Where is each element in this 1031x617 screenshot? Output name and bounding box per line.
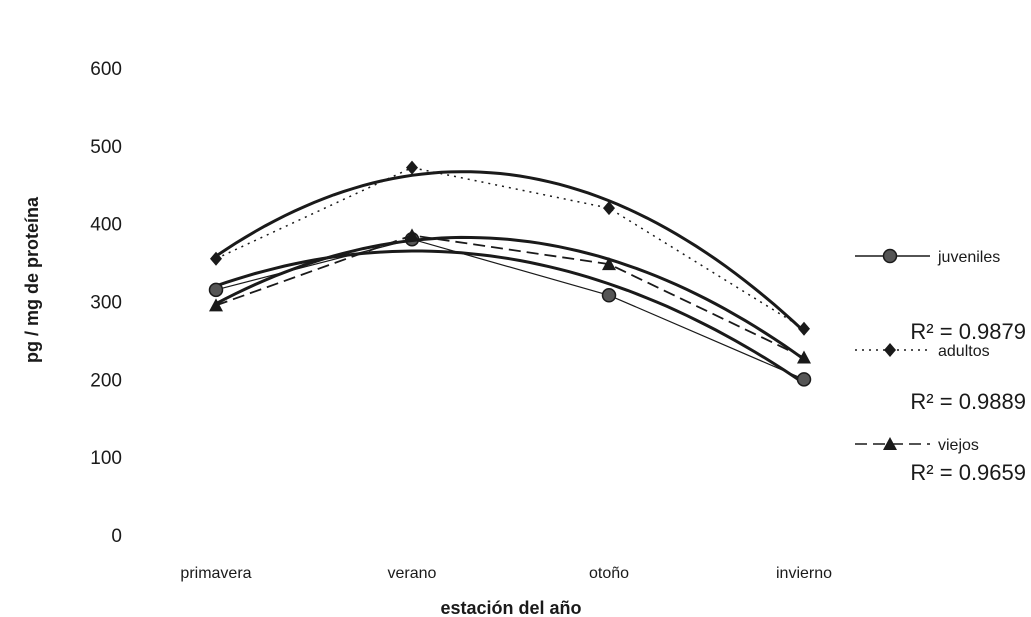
data-point-circle bbox=[208, 282, 224, 298]
legend-label-juveniles: juveniles bbox=[937, 249, 1000, 266]
data-point-triangle bbox=[209, 298, 223, 312]
x-axis-ticks: primavera verano otoño invierno bbox=[180, 565, 832, 582]
legend-label-viejos: viejos bbox=[938, 437, 979, 454]
series-viejos bbox=[209, 228, 811, 364]
y-axis-ticks: 0 100 200 300 400 500 600 bbox=[90, 59, 122, 547]
legend-label-adultos: adultos bbox=[938, 343, 990, 360]
x-tick-label: invierno bbox=[776, 565, 832, 582]
y-tick-label: 100 bbox=[90, 448, 122, 469]
y-tick-label: 500 bbox=[90, 137, 122, 158]
trendline-viejos bbox=[215, 235, 805, 361]
data-point-diamond bbox=[603, 201, 615, 216]
series-line-juveniles bbox=[215, 238, 805, 380]
data-point-triangle bbox=[602, 257, 616, 271]
data-point-diamond bbox=[210, 251, 222, 266]
data-point-circle bbox=[601, 288, 617, 303]
y-tick-label: 400 bbox=[90, 215, 122, 236]
x-tick-label: verano bbox=[388, 565, 437, 582]
y-tick-label: 200 bbox=[90, 370, 122, 391]
data-point-diamond bbox=[884, 343, 896, 357]
x-axis-title: estación del año bbox=[440, 598, 581, 617]
data-point-triangle bbox=[883, 437, 897, 450]
data-point-diamond bbox=[798, 321, 810, 336]
data-point-circle bbox=[796, 372, 812, 387]
y-axis-title: pg / mg de proteína bbox=[22, 196, 42, 363]
y-tick-label: 300 bbox=[90, 293, 122, 314]
y-tick-label: 0 bbox=[111, 526, 122, 547]
data-point-diamond bbox=[406, 160, 418, 175]
series-line-viejos bbox=[215, 234, 805, 359]
plot-area bbox=[208, 160, 812, 387]
y-tick-label: 600 bbox=[90, 59, 122, 80]
r-squared-adultos: R² = 0.9889 bbox=[910, 389, 1026, 414]
x-tick-label: otoño bbox=[589, 565, 629, 582]
series-juveniles bbox=[208, 231, 812, 387]
series-adultos bbox=[210, 160, 810, 336]
r-squared-juveniles: R² = 0.9879 bbox=[910, 319, 1026, 344]
x-tick-label: primavera bbox=[180, 565, 251, 582]
r-squared-viejos: R² = 0.9659 bbox=[910, 460, 1026, 485]
data-point-triangle bbox=[405, 228, 419, 242]
series-line-adultos bbox=[215, 166, 805, 330]
trendline-adultos bbox=[215, 170, 806, 333]
data-point-circle bbox=[882, 248, 898, 264]
data-point-triangle bbox=[797, 350, 811, 364]
trendline-juveniles bbox=[215, 249, 805, 385]
